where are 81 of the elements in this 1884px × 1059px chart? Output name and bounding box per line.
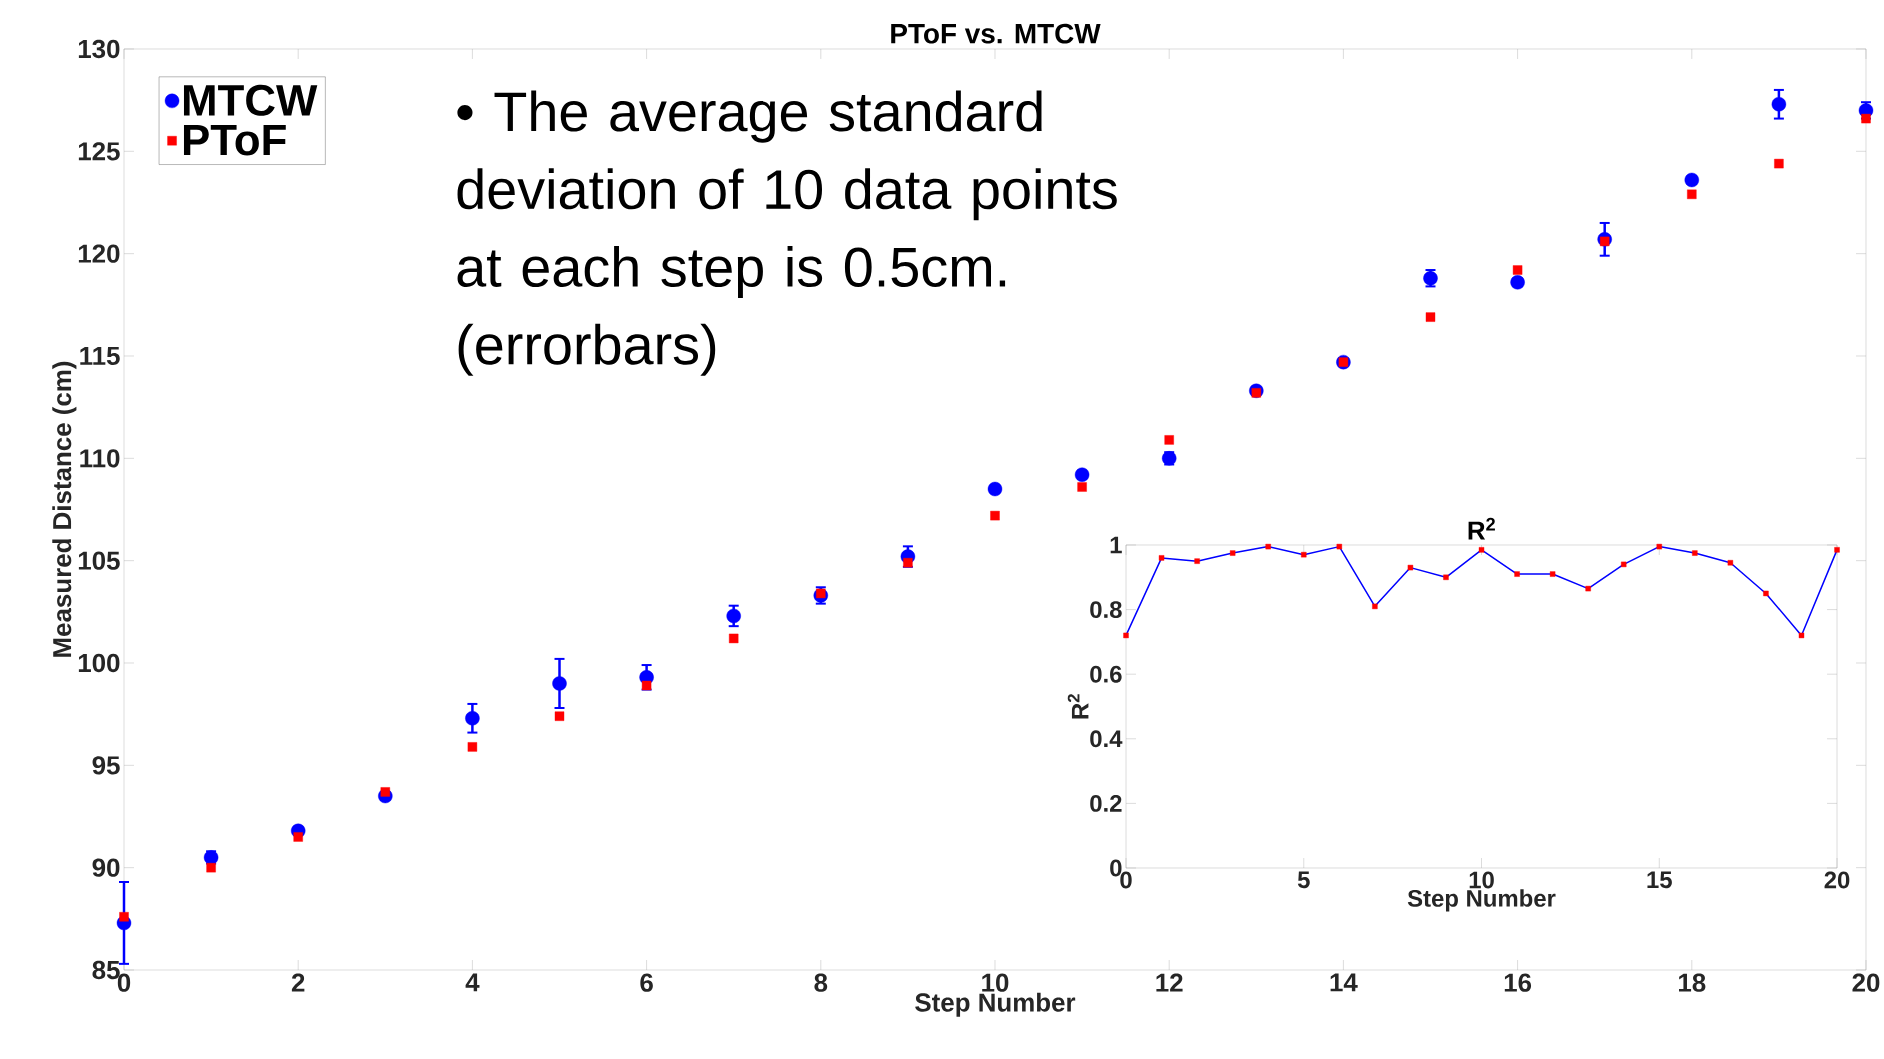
x-tick-label: 8 bbox=[814, 973, 828, 992]
x-axis-title: Step Number bbox=[1407, 889, 1556, 912]
point bbox=[726, 608, 741, 624]
y-tick-label: 120 bbox=[78, 244, 120, 263]
x-tick-label: 12 bbox=[1156, 973, 1183, 992]
y-tick-label: 125 bbox=[78, 142, 120, 161]
point bbox=[1798, 632, 1805, 639]
point bbox=[641, 680, 652, 691]
point bbox=[1512, 265, 1523, 275]
point bbox=[1074, 467, 1090, 482]
x-tick-label: 16 bbox=[1504, 973, 1532, 992]
point bbox=[1336, 543, 1343, 550]
y-tick-label: 0.6 bbox=[1090, 665, 1122, 683]
point bbox=[1372, 603, 1378, 610]
point bbox=[467, 742, 478, 752]
point bbox=[1687, 189, 1697, 199]
point bbox=[1774, 158, 1784, 169]
point bbox=[1549, 571, 1556, 577]
point bbox=[1834, 547, 1840, 553]
point bbox=[119, 912, 129, 922]
x-axis-title: Step Number bbox=[915, 992, 1076, 1017]
point bbox=[1194, 558, 1200, 564]
point bbox=[1123, 632, 1129, 639]
x-tick-label: 10 bbox=[982, 973, 1009, 992]
y-tick-label: 0.4 bbox=[1090, 730, 1123, 748]
x-tick-label: 15 bbox=[1647, 871, 1672, 889]
y-tick-label: 85 bbox=[92, 960, 120, 980]
point bbox=[206, 862, 216, 873]
point bbox=[1158, 555, 1165, 561]
x-tick-label: 14 bbox=[1330, 973, 1358, 992]
chart-title: R$^{2}$ bbox=[1468, 517, 1495, 540]
y-tick-label: 110 bbox=[80, 449, 120, 468]
point bbox=[293, 832, 303, 842]
point bbox=[1621, 561, 1627, 568]
x-tick-label: 20 bbox=[1824, 871, 1850, 889]
point bbox=[554, 711, 565, 721]
point bbox=[990, 510, 1000, 521]
y-tick-label: 100 bbox=[78, 653, 120, 673]
x-tick-label: 2 bbox=[291, 973, 305, 992]
point bbox=[1478, 547, 1485, 553]
point bbox=[1692, 550, 1698, 556]
point bbox=[1443, 574, 1449, 580]
y-tick-label: 0.8 bbox=[1090, 601, 1122, 619]
y-tick-label: 105 bbox=[78, 551, 120, 570]
legend-label: PToF bbox=[183, 124, 286, 156]
y-tick-label: 95 bbox=[92, 756, 120, 775]
point bbox=[1656, 543, 1662, 550]
y-tick-label: 0 bbox=[1110, 859, 1122, 877]
point bbox=[1771, 97, 1787, 112]
y-tick-label: 1 bbox=[1110, 536, 1122, 554]
y-axis-title: R$^{2}$ bbox=[1067, 694, 1089, 719]
point bbox=[1301, 551, 1307, 558]
x-tick-label: 10 bbox=[1469, 871, 1494, 889]
y-tick-label: 0.2 bbox=[1090, 794, 1122, 812]
point bbox=[1164, 435, 1174, 445]
y-axis-title: Measured Distance (cm) bbox=[52, 361, 77, 657]
legend-label: MTCW bbox=[183, 84, 318, 116]
point bbox=[1514, 571, 1520, 577]
point bbox=[1077, 482, 1087, 492]
x-tick-label: 18 bbox=[1679, 973, 1706, 992]
y-tick-label: 90 bbox=[92, 858, 120, 877]
point bbox=[987, 481, 1003, 497]
point bbox=[1425, 312, 1436, 322]
point bbox=[1727, 560, 1734, 566]
point bbox=[1265, 543, 1271, 550]
x-tick-label: 5 bbox=[1297, 871, 1310, 889]
point bbox=[1861, 113, 1871, 124]
point bbox=[729, 633, 739, 644]
chart-title: PToF vs. MTCW bbox=[891, 23, 1101, 44]
x-tick-label: 6 bbox=[640, 973, 653, 992]
point bbox=[1585, 585, 1591, 592]
point bbox=[552, 676, 567, 691]
point bbox=[1229, 550, 1236, 556]
annotation: • The average standard deviation of 10 data points at each step is 0.5cm. (errorbars) bbox=[457, 90, 1117, 376]
point bbox=[1763, 590, 1769, 597]
point bbox=[1407, 564, 1414, 571]
x-tick-label: 20 bbox=[1852, 973, 1880, 992]
point bbox=[465, 711, 480, 726]
y-tick-label: 115 bbox=[80, 346, 120, 366]
x-tick-label: 4 bbox=[465, 973, 480, 992]
y-tick-label: 130 bbox=[78, 39, 120, 59]
